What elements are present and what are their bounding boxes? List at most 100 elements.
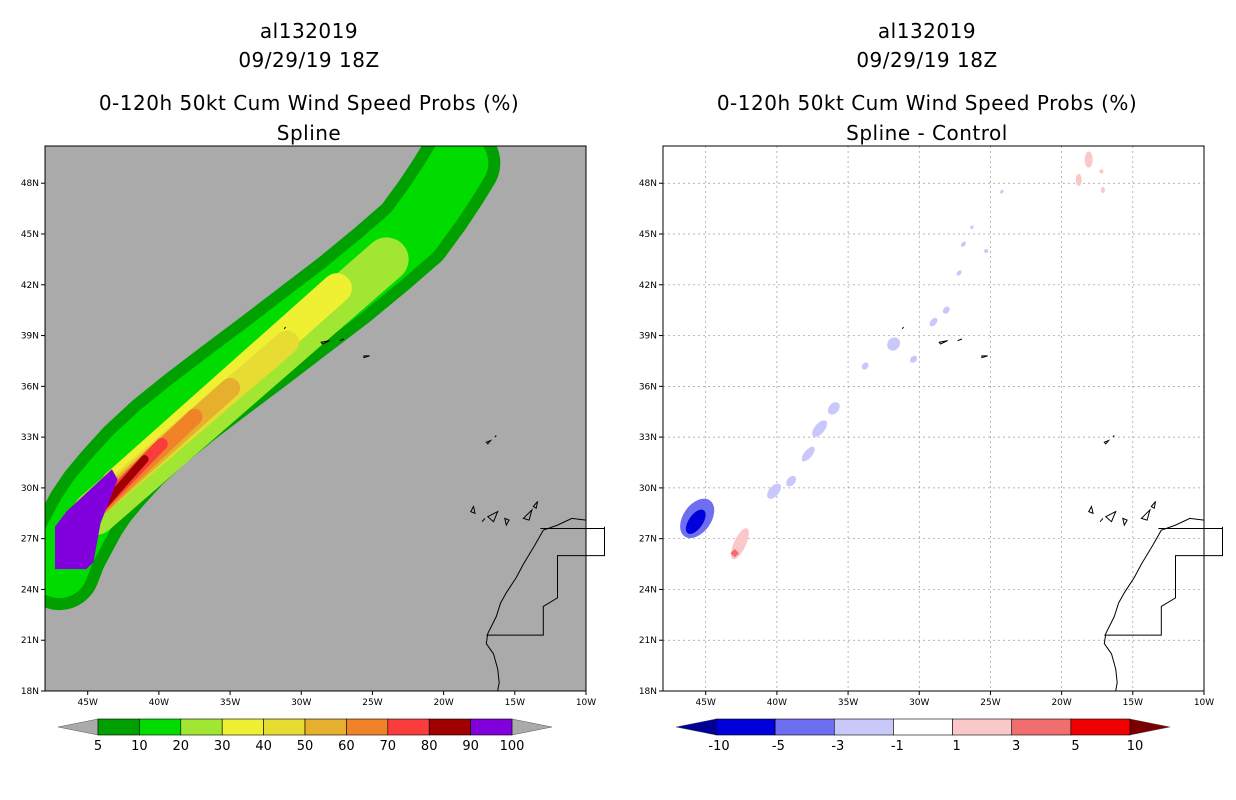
- diff-speck-negative: [861, 362, 869, 370]
- lat-tick-label: 39N: [21, 332, 39, 342]
- colorbar-swatch: [774, 718, 835, 736]
- island-outline: [532, 501, 539, 509]
- lon-tick-label: 20W: [1051, 698, 1071, 708]
- lon-tick-label: 45W: [696, 698, 716, 708]
- colorbar-label: 50: [297, 739, 314, 754]
- colorbar-swatch: [715, 718, 776, 736]
- island-outline: [1087, 505, 1094, 515]
- lat-tick-label: 36N: [639, 382, 657, 392]
- colorbar-label: 10: [131, 739, 148, 754]
- island-outline: [1150, 501, 1157, 509]
- lat-tick-label: 45N: [639, 230, 657, 240]
- lon-tick-label: 40W: [767, 698, 787, 708]
- difference-field: [680, 151, 1105, 560]
- island-outline: [486, 510, 499, 523]
- colorbar-swatch: [387, 718, 430, 736]
- diff-speck-negative: [984, 248, 989, 253]
- colorbar-label: -3: [831, 739, 844, 754]
- map-frame: [44, 145, 587, 692]
- probability-map: 48N 45N 42N 39N 36N 33N 30N 27N 24N 21N 18N 45W 40W 3…: [21, 145, 605, 754]
- island-outline: [1099, 518, 1104, 523]
- diff-speck-negative: [786, 475, 797, 487]
- colorbar-swatch: [470, 718, 513, 736]
- lat-tick-label: 18N: [21, 687, 39, 697]
- diff-speck-negative: [887, 337, 901, 351]
- product-title: 0-120h 50kt Cum Wind Speed Probs (%): [716, 91, 1138, 115]
- colorbar-label: 5: [1071, 739, 1079, 754]
- diff-speck-positive: [1075, 173, 1082, 186]
- colorbar-label: 5: [94, 739, 102, 754]
- lon-tick-label: 35W: [220, 698, 240, 708]
- country-border: [1104, 526, 1223, 636]
- lon-tick-label: 10W: [576, 698, 596, 708]
- colorbar-label: 3: [1012, 739, 1020, 754]
- lat-tick-label: 48N: [21, 179, 39, 189]
- diff-speck-negative: [910, 355, 918, 363]
- difference-map: 48N 45N 42N 39N 36N 33N 30N 27N 24N 21N 18N 45W 40W 3…: [639, 145, 1223, 754]
- africa-coastline: [1103, 517, 1205, 692]
- lat-tick-label: 36N: [21, 382, 39, 392]
- lon-tick-label: 45W: [78, 698, 98, 708]
- lat-tick-label: 24N: [21, 585, 39, 595]
- datetime-title: 09/29/19 18Z: [856, 48, 998, 72]
- colorbar-swatch: [1070, 718, 1131, 736]
- diff-blob-positive-core: [730, 548, 739, 558]
- lon-tick-label: 10W: [1194, 698, 1214, 708]
- lon-tick-label: 25W: [362, 698, 382, 708]
- island-outline: [320, 340, 330, 345]
- diff-speck-positive: [1084, 151, 1093, 168]
- lat-tick-label: 30N: [21, 484, 39, 494]
- colorbar-label: -5: [772, 739, 785, 754]
- colorbar-label: 80: [421, 739, 438, 754]
- colorbar-swatch: [1011, 718, 1072, 736]
- colorbar-swatch: [952, 718, 1013, 736]
- colorbar-label: 100: [500, 739, 525, 754]
- lat-tick-label: 48N: [639, 179, 657, 189]
- lat-tick-label: 27N: [21, 535, 39, 545]
- map-frame: [662, 145, 1205, 692]
- island-outline: [481, 518, 486, 523]
- colorbar-label: 20: [173, 739, 190, 754]
- diff-speck-negative: [1000, 189, 1004, 194]
- colorbar-label: 70: [380, 739, 397, 754]
- diff-speck-positive: [1099, 169, 1104, 174]
- diff-speck-negative: [812, 420, 828, 437]
- colorbar: 5 10 20 30 40 50 60 70 80 90 100: [57, 718, 553, 754]
- lat-tick-label: 18N: [639, 687, 657, 697]
- colorbar-swatch: [346, 718, 389, 736]
- colorbar-swatch: [304, 718, 347, 736]
- product-title: 0-120h 50kt Cum Wind Speed Probs (%): [98, 91, 520, 115]
- island-outline: [1140, 508, 1151, 521]
- colorbar-end-high: [1129, 718, 1171, 736]
- colorbar-label: 40: [255, 739, 272, 754]
- island-outline: [494, 435, 497, 438]
- lon-tick-label: 20W: [433, 698, 453, 708]
- diff-blob-strong-negative: [685, 509, 706, 534]
- lat-tick-label: 24N: [639, 585, 657, 595]
- lon-tick-label: 25W: [980, 698, 1000, 708]
- colorbar-label: 1: [953, 739, 961, 754]
- colorbar-swatch: [833, 718, 894, 736]
- colorbar-label: 60: [338, 739, 355, 754]
- lat-tick-label: 42N: [639, 281, 657, 291]
- subtitle: Spline - Control: [846, 121, 1008, 145]
- prob-band-100: [57, 476, 115, 563]
- island-outline: [957, 338, 963, 342]
- diff-speck-negative: [767, 483, 781, 499]
- colorbar-swatch: [139, 718, 182, 736]
- island-outline: [522, 508, 533, 521]
- lat-tick-label: 30N: [639, 484, 657, 494]
- colorbar-label: 10: [1127, 739, 1144, 754]
- diff-speck-negative: [970, 225, 974, 230]
- gridlines: [663, 146, 1204, 691]
- africa-coastline: [485, 517, 587, 692]
- colorbar-end-high: [511, 718, 553, 736]
- datetime-title: 09/29/19 18Z: [238, 48, 380, 72]
- map-background: [663, 146, 1204, 691]
- diff-speck-negative: [929, 317, 938, 327]
- lat-tick-label: 21N: [21, 636, 39, 646]
- prob-band-10: [383, 146, 489, 262]
- lat-tick-label: 27N: [639, 535, 657, 545]
- colorbar-swatch: [428, 718, 471, 736]
- panel-spline: al132019 09/29/19 18Z 0-120h 50kt Cum Wi…: [21, 19, 605, 754]
